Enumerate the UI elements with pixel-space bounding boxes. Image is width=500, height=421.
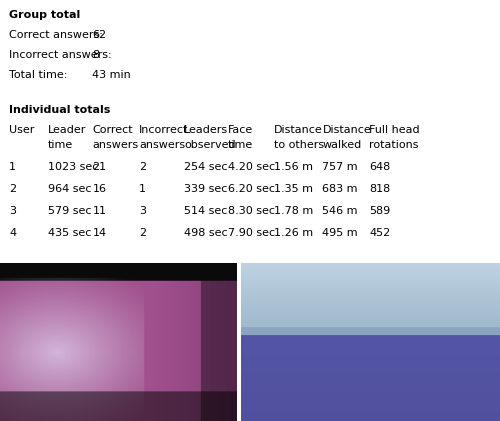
Text: 1.26 m: 1.26 m [274, 228, 313, 238]
Text: 757 m: 757 m [322, 162, 358, 172]
Text: 1: 1 [9, 162, 16, 172]
Text: to others: to others [274, 140, 324, 150]
Text: rotations: rotations [369, 140, 418, 150]
Text: 2: 2 [139, 228, 146, 238]
Text: 435 sec: 435 sec [48, 228, 91, 238]
Text: 62: 62 [92, 30, 106, 40]
Text: 1.56 m: 1.56 m [274, 162, 313, 172]
Text: 648: 648 [369, 162, 390, 172]
Text: 818: 818 [369, 184, 390, 194]
Text: 3: 3 [139, 206, 146, 216]
Text: 6.20 sec: 6.20 sec [228, 184, 275, 194]
Text: 4: 4 [9, 228, 16, 238]
Text: 4.20 sec: 4.20 sec [228, 162, 275, 172]
Text: Correct: Correct [92, 125, 133, 135]
Text: answers: answers [139, 140, 185, 150]
Text: Leaders: Leaders [184, 125, 228, 135]
Text: 1.78 m: 1.78 m [274, 206, 313, 216]
Text: 514 sec: 514 sec [184, 206, 228, 216]
Text: Distance: Distance [322, 125, 371, 135]
Text: time: time [48, 140, 73, 150]
Text: 339 sec: 339 sec [184, 184, 228, 194]
Text: 1.35 m: 1.35 m [274, 184, 313, 194]
Text: Group total: Group total [9, 10, 80, 20]
Text: 11: 11 [92, 206, 106, 216]
Text: 2: 2 [9, 184, 16, 194]
Text: 254 sec: 254 sec [184, 162, 228, 172]
Text: 495 m: 495 m [322, 228, 358, 238]
Text: walked: walked [322, 140, 362, 150]
Text: 683 m: 683 m [322, 184, 358, 194]
Text: Full head: Full head [369, 125, 420, 135]
Text: 452: 452 [369, 228, 390, 238]
Text: Total time:: Total time: [9, 70, 68, 80]
Text: 2: 2 [139, 162, 146, 172]
Text: 21: 21 [92, 162, 106, 172]
Text: Face: Face [228, 125, 254, 135]
Text: 43 min: 43 min [92, 70, 131, 80]
Text: 964 sec: 964 sec [48, 184, 91, 194]
Text: 1: 1 [139, 184, 146, 194]
Text: 8.30 sec: 8.30 sec [228, 206, 275, 216]
Text: Individual totals: Individual totals [9, 105, 110, 115]
Text: 498 sec: 498 sec [184, 228, 228, 238]
Text: observed: observed [184, 140, 236, 150]
Text: Incorrect answers:: Incorrect answers: [9, 50, 112, 60]
Text: Incorrect: Incorrect [139, 125, 188, 135]
Text: 546 m: 546 m [322, 206, 358, 216]
Text: 579 sec: 579 sec [48, 206, 91, 216]
Text: Leader: Leader [48, 125, 86, 135]
Text: 3: 3 [9, 206, 16, 216]
Text: 14: 14 [92, 228, 106, 238]
Text: time: time [228, 140, 254, 150]
Text: Distance: Distance [274, 125, 323, 135]
Text: 7.90 sec: 7.90 sec [228, 228, 275, 238]
Text: User: User [9, 125, 34, 135]
Text: 1023 sec: 1023 sec [48, 162, 98, 172]
Text: Correct answers:: Correct answers: [9, 30, 103, 40]
Text: answers: answers [92, 140, 138, 150]
Text: 589: 589 [369, 206, 390, 216]
Text: 8: 8 [92, 50, 100, 60]
Text: 16: 16 [92, 184, 106, 194]
